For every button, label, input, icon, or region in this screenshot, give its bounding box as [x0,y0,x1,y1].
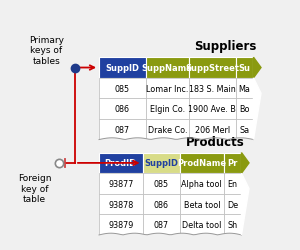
Text: Sa: Sa [239,125,250,134]
Bar [224,194,242,214]
Bar [146,99,189,119]
Bar [99,214,142,235]
Bar [236,58,253,78]
Bar [146,120,189,140]
Polygon shape [242,174,249,235]
Text: 086: 086 [154,200,169,209]
Text: 206 Merl: 206 Merl [195,125,230,134]
Text: 087: 087 [154,220,169,229]
Text: SuppID: SuppID [105,64,139,73]
Polygon shape [254,58,261,78]
Bar [189,99,236,119]
Text: SuppStreet: SuppStreet [185,64,239,73]
Text: Delta tool: Delta tool [182,220,221,229]
Text: Pr: Pr [227,159,238,168]
Bar [189,58,236,78]
Text: 085: 085 [115,84,130,93]
Bar [224,174,242,194]
Text: Beta tool: Beta tool [184,200,220,209]
Bar [99,78,146,99]
Text: Elgin Co.: Elgin Co. [150,105,185,114]
Text: Sh: Sh [227,220,238,229]
Text: Products: Products [186,135,244,148]
Text: En: En [227,179,238,188]
Text: Bo: Bo [239,105,250,114]
Text: 93879: 93879 [108,220,134,229]
Text: Su: Su [238,64,250,73]
Bar [142,214,180,235]
Bar [142,174,180,194]
Polygon shape [254,78,261,140]
Bar [224,214,242,235]
Bar [180,214,224,235]
Text: Foreign
key of
table: Foreign key of table [18,174,51,203]
Text: ProdName: ProdName [177,159,226,168]
Bar [189,120,236,140]
Bar [180,174,224,194]
Bar [236,99,253,119]
Bar [142,153,180,174]
Bar [180,153,224,174]
Bar [99,58,146,78]
Bar [142,194,180,214]
Text: De: De [227,200,238,209]
Bar [99,99,146,119]
Text: Suppliers: Suppliers [194,40,256,53]
Bar [189,78,236,99]
Text: Drake Co.: Drake Co. [148,125,187,134]
Text: ProdID: ProdID [105,159,137,168]
Text: Primary
keys of
tables: Primary keys of tables [29,36,64,66]
Bar [236,78,253,99]
Bar [99,174,142,194]
Bar [99,194,142,214]
Text: 183 S. Main: 183 S. Main [189,84,236,93]
Text: 93877: 93877 [108,179,134,188]
Text: SuppName: SuppName [142,64,193,73]
Bar [224,153,242,174]
Bar [236,120,253,140]
Bar [99,153,142,174]
Text: Alpha tool: Alpha tool [182,179,222,188]
Bar [146,58,189,78]
Text: 1900 Ave. B: 1900 Ave. B [188,105,236,114]
Text: Ma: Ma [238,84,250,93]
Text: 087: 087 [115,125,130,134]
Text: Lomar Inc.: Lomar Inc. [146,84,188,93]
Text: 93878: 93878 [108,200,134,209]
Bar [99,120,146,140]
Bar [180,194,224,214]
Polygon shape [242,153,249,174]
Text: 085: 085 [154,179,169,188]
Bar [146,78,189,99]
Text: 086: 086 [115,105,130,114]
Text: SuppID: SuppID [144,159,178,168]
